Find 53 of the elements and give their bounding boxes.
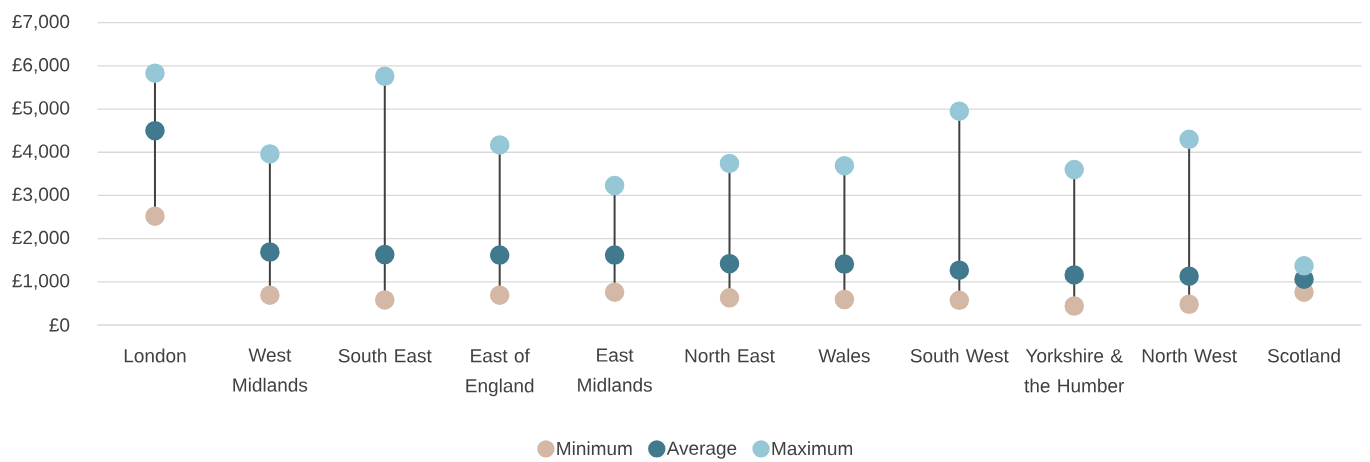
y-tick-label: £0: [49, 318, 70, 332]
x-tick-label: South West: [910, 348, 1009, 363]
point: [489, 245, 510, 265]
x-tick-label: North East: [685, 348, 775, 363]
point: [834, 155, 855, 176]
point: [1064, 296, 1084, 316]
point: [949, 290, 970, 311]
point: [260, 285, 280, 305]
x-tick-label: Wales: [818, 348, 870, 363]
point: [1064, 265, 1084, 285]
x-tick-label: West Midlands: [233, 348, 308, 392]
legend-label: Minimum: [557, 441, 632, 456]
x-tick-label: East of England: [466, 348, 534, 397]
y-tick-label: £4,000: [12, 144, 70, 161]
y-tick-label: £3,000: [12, 187, 70, 204]
point: [949, 101, 970, 121]
point: [834, 254, 855, 274]
point: [604, 245, 625, 265]
y-tick-label: £7,000: [12, 14, 70, 31]
point: [604, 282, 625, 302]
point: [719, 253, 740, 274]
point: [949, 260, 970, 280]
legend-label: Average: [666, 441, 737, 459]
point: [145, 63, 165, 83]
x-tick-label: Yorkshire & the Humber: [1024, 348, 1125, 393]
y-tick-label: £2,000: [12, 230, 70, 247]
x-tick-label: London: [124, 348, 186, 363]
point: [719, 288, 740, 308]
legend-label: Maximum: [772, 441, 853, 456]
point: [375, 66, 395, 86]
y-tick-label: £6,000: [12, 58, 70, 74]
point: [260, 144, 280, 164]
point: [604, 175, 625, 196]
x-tick-label: South East: [338, 348, 432, 363]
y-tick-label: £5,000: [12, 101, 70, 117]
point: [1179, 266, 1199, 286]
point: [1294, 256, 1314, 276]
point: [145, 120, 165, 141]
x-tick-label: East Midlands: [578, 348, 652, 392]
point: [375, 290, 395, 310]
point: [260, 242, 280, 262]
point: [145, 206, 165, 226]
y-tick-label: £1,000: [12, 273, 70, 290]
point: [375, 244, 395, 265]
point: [489, 135, 510, 155]
x-tick-label: Scotland: [1267, 348, 1340, 363]
point: [719, 153, 740, 174]
point: [1064, 159, 1084, 180]
x-tick-label: North West: [1142, 348, 1237, 363]
point: [1179, 294, 1199, 315]
point: [834, 289, 855, 310]
point: [1179, 129, 1199, 150]
point: [489, 285, 510, 305]
